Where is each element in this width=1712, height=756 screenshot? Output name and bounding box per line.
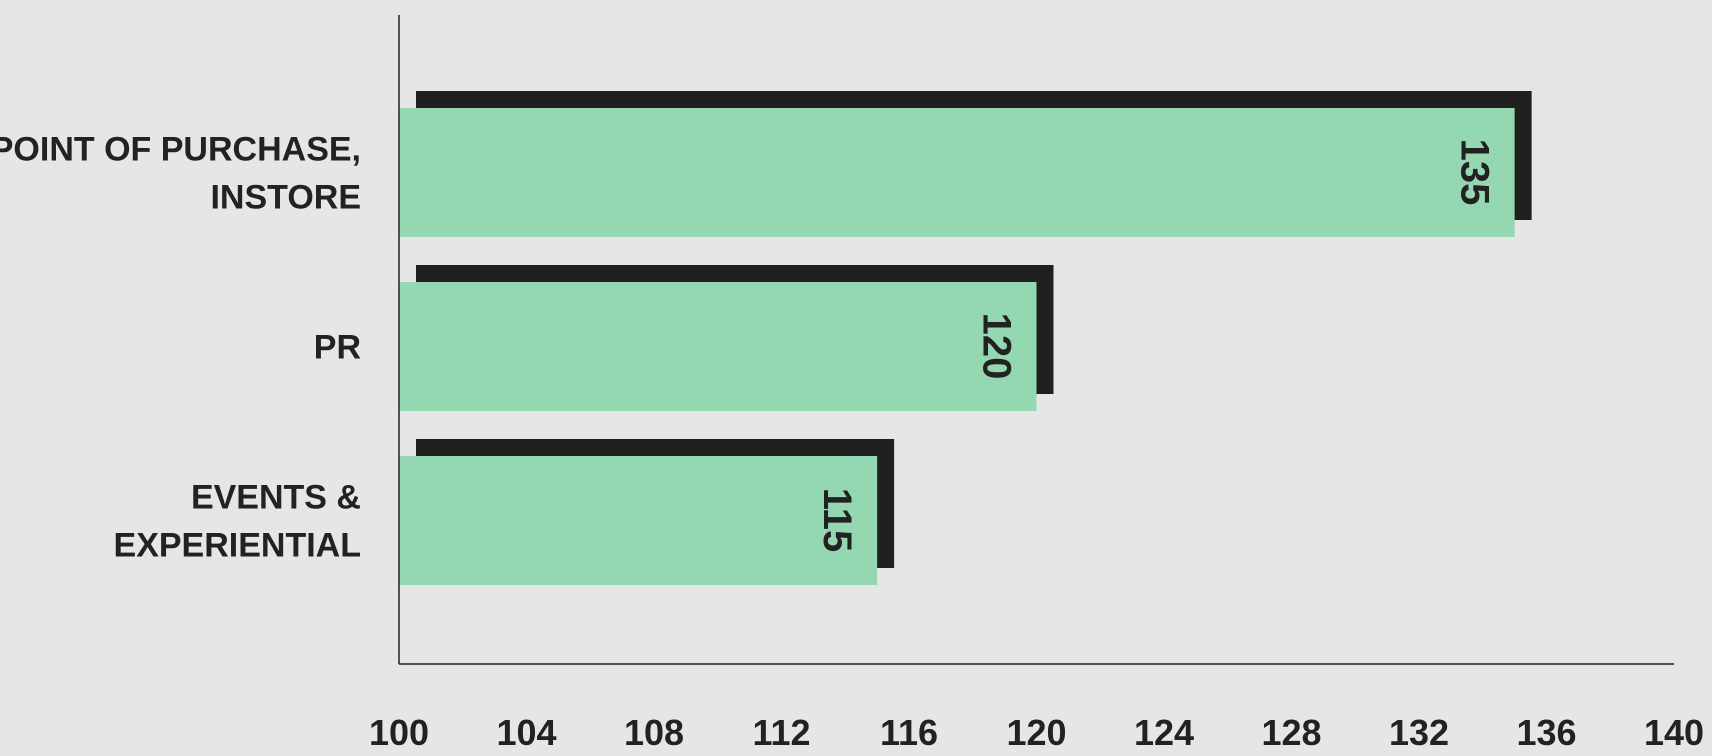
x-tick-label: 100 (369, 712, 429, 753)
category-labels: POINT OF PURCHASE, INSTORE PR EVENTS & EXPE… (0, 131, 361, 565)
x-tick-label: 108 (624, 712, 684, 753)
bar (399, 108, 1515, 237)
data-label: 115 (815, 488, 859, 553)
x-tick-label: 136 (1516, 712, 1576, 753)
x-tick-label: 128 (1261, 712, 1321, 753)
x-tick-label: 112 (752, 712, 810, 753)
data-label: 135 (1453, 139, 1497, 206)
bar (399, 456, 878, 585)
category-label: POINT OF PURCHASE, (0, 131, 361, 169)
category-label: INSTORE (210, 179, 361, 217)
category-label: EVENTS & (191, 479, 361, 517)
x-tick-labels: 100 104 108 112 116 120 124 128 132 136 140 (369, 712, 1704, 753)
data-label: 120 (975, 313, 1019, 380)
x-tick-label: 104 (496, 712, 556, 753)
category-label: PR (314, 329, 361, 367)
x-tick-label: 124 (1134, 712, 1194, 753)
x-tick-label: 132 (1389, 712, 1449, 753)
category-label: EXPERIENTIAL (114, 527, 361, 565)
x-tick-label: 120 (1006, 712, 1066, 753)
x-tick-label: 140 (1644, 712, 1704, 753)
bars: 135 120 115 (399, 91, 1532, 585)
bar (399, 282, 1037, 411)
x-tick-label: 116 (880, 712, 938, 753)
axes (398, 15, 1674, 665)
